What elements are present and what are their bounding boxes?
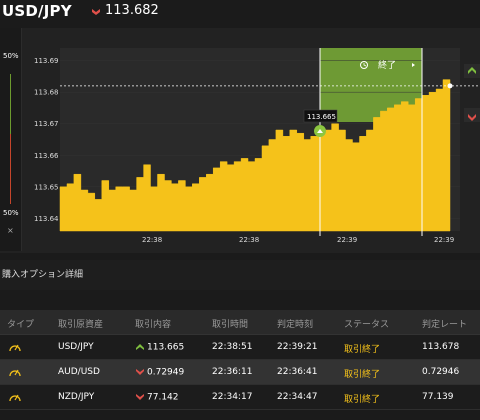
y-tick-label: 113.66 (34, 152, 59, 160)
col-trade-time: 取引時間 (212, 320, 249, 330)
entry-rate-label: 113.665 (307, 113, 336, 121)
row-content-rate: 77.142 (147, 392, 179, 403)
gauge-low-bar (10, 134, 11, 204)
row-judge-time: 22:39:21 (277, 342, 318, 352)
row-judge-rate: 113.678 (422, 342, 460, 352)
purchase-details-section: 購入オプション詳細 (0, 260, 480, 290)
price-chart: 113.69 113.68 113.67 113.66 113.65 113.64 22:… (34, 48, 480, 244)
down-arrow-icon (136, 394, 144, 400)
table-row[interactable]: USD/JPY 113.665 22:38:51 22:39:21 取引終了 113.67… (0, 335, 480, 360)
row-trade-time: 22:34:17 (212, 392, 253, 402)
row-asset: NZD/JPY (58, 392, 95, 402)
table-header: タイプ 取引原資産 取引内容 取引時間 判定時刻 ステータス 判定レート (0, 310, 480, 335)
gauge-bottom-label: 50% (3, 209, 19, 217)
table-row[interactable]: NZD/JPY 77.142 22:34:17 22:34:47 取引終了 77.139 (0, 385, 480, 410)
x-axis: 22:38 22:38 22:39 22:39 (142, 236, 454, 244)
row-judge-rate: 0.72946 (422, 367, 460, 377)
gauge-top-label: 50% (3, 52, 19, 60)
gauge-icon (9, 344, 21, 352)
col-type: タイプ (7, 320, 35, 330)
col-status: ステータス (344, 320, 390, 330)
y-tick-label: 113.65 (34, 183, 59, 191)
up-arrow-icon (468, 67, 476, 74)
up-arrow-icon (136, 344, 144, 350)
table-row[interactable]: AUD/USD 0.72949 22:36:11 22:36:41 取引終了 0.7294… (0, 360, 480, 385)
row-asset: AUD/USD (58, 367, 100, 377)
row-status: 取引終了 (344, 395, 381, 405)
row-content: 77.142 (135, 392, 179, 403)
gauge-high-bar (10, 74, 11, 134)
x-tick-label: 22:39 (434, 236, 454, 244)
y-tick-label: 113.69 (34, 57, 59, 65)
high-button[interactable] (464, 64, 480, 78)
sentiment-gauge: 50% 50% × (0, 28, 22, 251)
currency-pair-title[interactable]: USD/JPY (2, 2, 72, 20)
header-bar: USD/JPY 113.682 (0, 0, 480, 28)
down-arrow-icon (136, 369, 144, 375)
row-status: 取引終了 (344, 345, 381, 355)
entry-marker: 113.665 (303, 109, 338, 137)
expiry-end-label: 終了 (378, 59, 396, 71)
down-arrow-icon (468, 114, 476, 121)
y-tick-label: 113.68 (34, 89, 59, 97)
section-title: 購入オプション詳細 (2, 270, 84, 280)
row-trade-time: 22:38:51 (212, 342, 253, 352)
col-content: 取引内容 (135, 320, 172, 330)
low-button[interactable] (464, 108, 480, 122)
col-judge-time: 判定時刻 (277, 320, 314, 330)
current-rate-dot (447, 83, 453, 89)
options-table: タイプ 取引原資産 取引内容 取引時間 判定時刻 ステータス 判定レート USD… (0, 310, 480, 410)
expiry-end-marker[interactable]: 終了 (360, 59, 416, 71)
price-area (59, 79, 451, 232)
down-arrow-icon (92, 9, 100, 15)
col-judge-rate: 判定レート (422, 320, 468, 330)
gauge-icon (9, 369, 21, 377)
row-status: 取引終了 (344, 370, 381, 380)
row-judge-time: 22:36:41 (277, 367, 318, 377)
row-content-rate: 113.665 (147, 342, 185, 353)
row-content: 0.72949 (135, 367, 184, 378)
entry-tooltip (303, 109, 338, 123)
gauge-icon (9, 394, 21, 402)
row-content: 113.665 (135, 342, 184, 353)
row-trade-time: 22:36:11 (212, 367, 253, 377)
col-asset: 取引原資産 (58, 320, 104, 330)
y-axis: 113.69 113.68 113.67 113.66 113.65 113.64 (34, 57, 59, 223)
row-content-rate: 0.72949 (147, 367, 185, 378)
y-tick-label: 113.67 (34, 120, 59, 128)
x-tick-label: 22:39 (337, 236, 357, 244)
x-tick-label: 22:38 (142, 236, 162, 244)
y-tick-label: 113.64 (34, 215, 59, 223)
x-tick-label: 22:38 (239, 236, 259, 244)
row-judge-time: 22:34:47 (277, 392, 318, 402)
gauge-close-icon[interactable]: × (7, 226, 14, 235)
row-judge-rate: 77.139 (422, 392, 454, 402)
row-asset: USD/JPY (58, 342, 94, 352)
current-rate: 113.682 (105, 3, 159, 18)
